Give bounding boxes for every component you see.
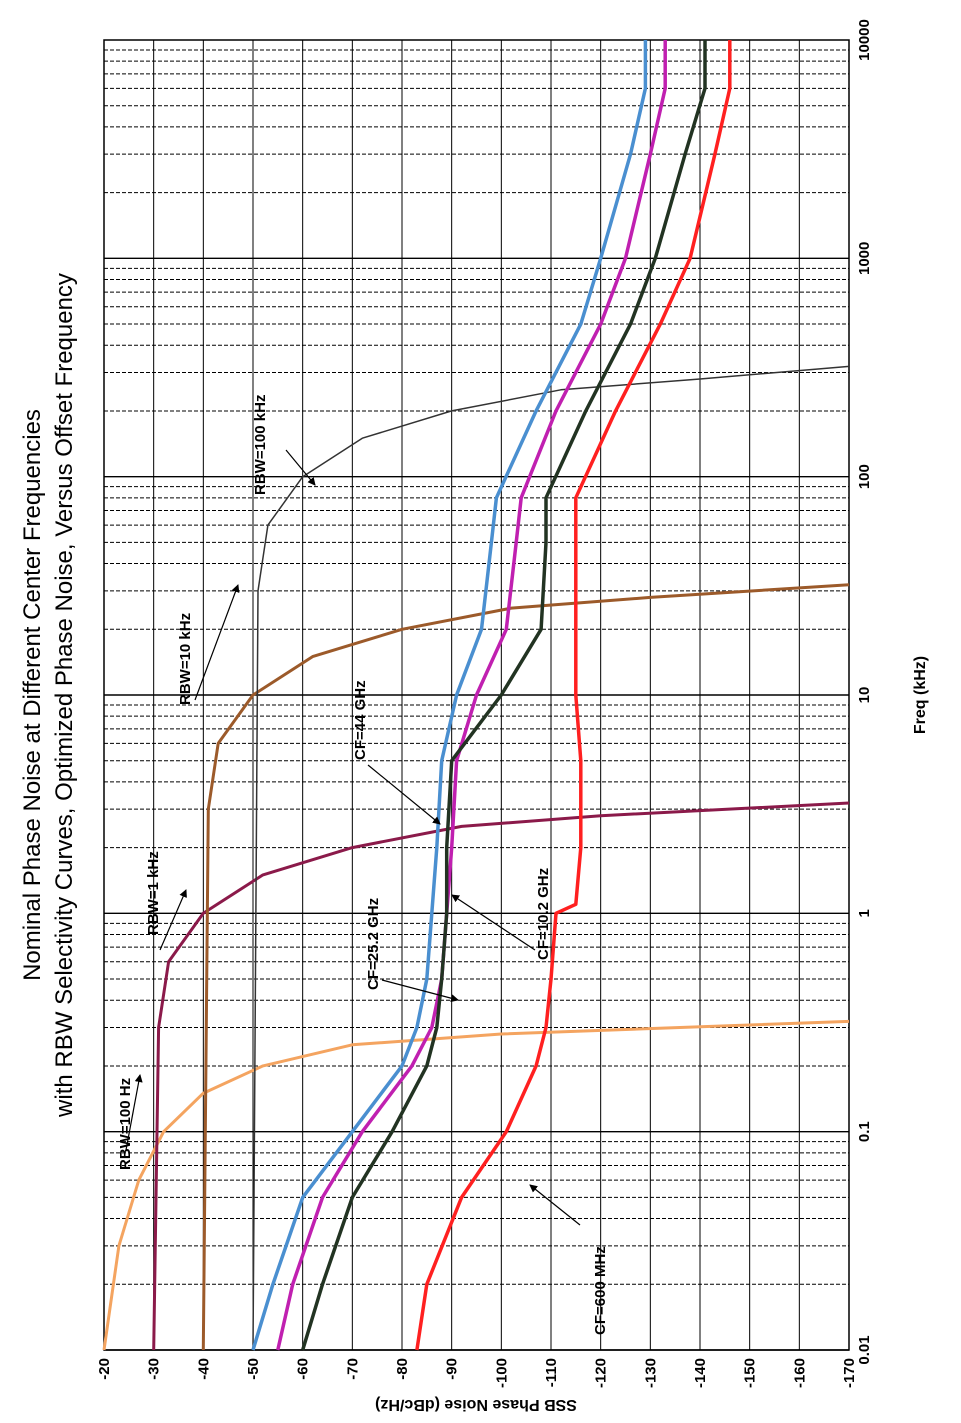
dbc-tick-label: -40 — [195, 1358, 212, 1380]
annotation-label: RBW=100 Hz — [117, 1078, 134, 1170]
annotation-arrow — [529, 1184, 581, 1226]
annotation-layer: RBW=100 Hz RBW=1 kHz RBW=10 kHz RBW=100 kHz… — [117, 395, 609, 1335]
freq-tick-label: 10 — [856, 687, 873, 704]
tick-labels: -20 -30 -40 -50 -60 -70 -80 -90 -100 -110 -120 -130… — [96, 19, 873, 1388]
annotation-arrow — [125, 1074, 143, 1151]
dbc-tick-label: -160 — [791, 1358, 808, 1388]
annotation-label: RBW=100 kHz — [252, 395, 269, 495]
annotation-label: CF=25.2 GHz — [365, 898, 382, 990]
dbc-tick-label: -60 — [295, 1358, 312, 1380]
series-line-rbw-10-khz — [201, 583, 850, 1351]
series-line-cf-44-ghz — [251, 40, 648, 1351]
annotation-arrow — [381, 979, 459, 1003]
freq-tick-label: 100 — [856, 464, 873, 489]
series-line-rbw-100-khz — [252, 365, 850, 1351]
chart-title-line1: Nominal Phase Noise at Different Center … — [19, 409, 46, 981]
series-line-cf-10-2-ghz — [301, 40, 707, 1351]
x-axis-label: Freq (kHz) — [912, 656, 929, 734]
annotation-arrow — [194, 584, 240, 701]
series-layer — [102, 40, 850, 1351]
freq-tick-label: 1 — [856, 909, 873, 917]
dbc-tick-label: -30 — [146, 1358, 163, 1380]
grid-lines — [103, 40, 850, 1351]
annotation-arrow — [285, 449, 316, 486]
y-axis-label: SSB Phase Noise (dBc/Hz) — [375, 1396, 577, 1413]
chart-title-line2: with RBW Selectivity Curves, Optimized P… — [51, 273, 78, 1118]
dbc-tick-label: -80 — [394, 1358, 411, 1380]
dbc-tick-label: -90 — [444, 1358, 461, 1380]
series-line-cf-25-2-ghz — [276, 40, 667, 1351]
dbc-tick-label: -50 — [245, 1358, 262, 1380]
annotation-label: RBW=10 kHz — [177, 613, 194, 705]
freq-tick-label: 0.01 — [856, 1335, 873, 1364]
annotation-arrow — [451, 894, 536, 951]
freq-tick-label: 10000 — [856, 19, 873, 61]
titles: Nominal Phase Noise at Different Center … — [19, 273, 929, 1413]
dbc-tick-label: -150 — [742, 1358, 759, 1388]
dbc-tick-label: -20 — [96, 1358, 113, 1380]
annotation-label: CF=10.2 GHz — [535, 868, 552, 960]
dbc-tick-label: -120 — [593, 1358, 610, 1388]
dbc-tick-label: -170 — [841, 1358, 858, 1388]
dbc-tick-label: -70 — [344, 1358, 361, 1380]
series-line-cf-600-mhz — [415, 40, 732, 1351]
dbc-tick-label: -130 — [642, 1358, 659, 1388]
dbc-tick-label: -140 — [692, 1358, 709, 1388]
annotation-label: CF=44 GHz — [352, 680, 369, 760]
series-line-rbw-100-hz — [102, 1019, 850, 1351]
annotation-label: CF=600 MHz — [592, 1246, 609, 1335]
freq-tick-label: 0.1 — [856, 1121, 873, 1142]
series-line-rbw-1-khz — [152, 801, 850, 1351]
dbc-tick-label: -100 — [493, 1358, 510, 1388]
dbc-tick-label: -110 — [543, 1358, 560, 1387]
annotation-arrow — [159, 889, 187, 951]
annotation-arrow — [367, 764, 441, 825]
freq-tick-label: 1000 — [856, 242, 873, 275]
annotation-label: RBW=1 kHz — [145, 851, 162, 935]
